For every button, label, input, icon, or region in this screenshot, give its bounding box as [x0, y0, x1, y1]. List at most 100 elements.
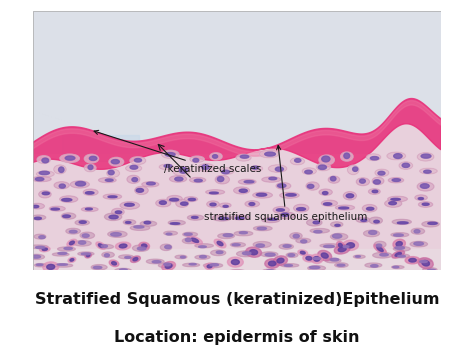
Ellipse shape	[64, 247, 73, 250]
Ellipse shape	[70, 181, 89, 188]
Ellipse shape	[60, 154, 79, 163]
Bar	[33, 249, 441, 270]
Ellipse shape	[165, 245, 171, 249]
Ellipse shape	[232, 244, 240, 246]
Ellipse shape	[360, 179, 365, 183]
Ellipse shape	[54, 264, 73, 267]
Ellipse shape	[402, 163, 410, 168]
Ellipse shape	[414, 242, 423, 245]
Ellipse shape	[319, 155, 334, 165]
Ellipse shape	[414, 230, 420, 233]
Ellipse shape	[284, 264, 292, 266]
Ellipse shape	[331, 222, 343, 227]
Ellipse shape	[418, 198, 423, 200]
Ellipse shape	[308, 257, 323, 262]
Ellipse shape	[273, 256, 288, 265]
Ellipse shape	[365, 263, 382, 267]
Ellipse shape	[28, 245, 48, 248]
Ellipse shape	[393, 247, 410, 251]
Ellipse shape	[28, 254, 45, 260]
Ellipse shape	[86, 254, 90, 257]
Ellipse shape	[392, 219, 411, 224]
Ellipse shape	[337, 264, 345, 266]
Ellipse shape	[66, 228, 81, 234]
Ellipse shape	[188, 198, 196, 201]
Ellipse shape	[83, 189, 98, 195]
Ellipse shape	[36, 246, 45, 248]
Ellipse shape	[366, 154, 381, 160]
Ellipse shape	[333, 234, 342, 238]
Ellipse shape	[293, 234, 299, 238]
Ellipse shape	[57, 264, 67, 265]
Ellipse shape	[91, 264, 107, 270]
Ellipse shape	[43, 262, 59, 272]
Ellipse shape	[111, 262, 117, 265]
Ellipse shape	[370, 157, 379, 160]
Ellipse shape	[59, 184, 65, 188]
Ellipse shape	[306, 182, 319, 190]
Ellipse shape	[111, 159, 119, 164]
Ellipse shape	[210, 192, 218, 194]
Ellipse shape	[335, 263, 348, 267]
Ellipse shape	[98, 245, 113, 249]
Ellipse shape	[422, 221, 439, 227]
Ellipse shape	[111, 233, 121, 236]
Ellipse shape	[219, 218, 228, 220]
Ellipse shape	[74, 241, 91, 246]
Ellipse shape	[281, 264, 299, 267]
Ellipse shape	[211, 250, 226, 256]
Ellipse shape	[164, 164, 172, 167]
Ellipse shape	[391, 198, 401, 200]
Ellipse shape	[32, 176, 51, 182]
Ellipse shape	[364, 230, 380, 237]
Ellipse shape	[277, 258, 284, 263]
Ellipse shape	[420, 184, 429, 188]
Ellipse shape	[253, 192, 272, 198]
Ellipse shape	[179, 167, 187, 173]
Ellipse shape	[262, 218, 280, 223]
Ellipse shape	[328, 176, 340, 183]
Ellipse shape	[313, 258, 320, 260]
Ellipse shape	[162, 262, 175, 271]
Ellipse shape	[275, 167, 283, 171]
Ellipse shape	[216, 251, 223, 253]
Ellipse shape	[305, 170, 312, 174]
Ellipse shape	[165, 153, 175, 156]
Ellipse shape	[290, 233, 302, 239]
Ellipse shape	[268, 261, 276, 266]
Ellipse shape	[134, 226, 144, 228]
Ellipse shape	[392, 266, 404, 268]
Ellipse shape	[164, 263, 171, 266]
Ellipse shape	[89, 156, 97, 160]
Ellipse shape	[393, 266, 399, 268]
Ellipse shape	[34, 217, 41, 219]
Ellipse shape	[336, 205, 355, 210]
Ellipse shape	[366, 207, 374, 210]
Ellipse shape	[321, 253, 328, 258]
Ellipse shape	[193, 158, 199, 162]
Ellipse shape	[253, 241, 271, 247]
Ellipse shape	[263, 269, 276, 272]
Ellipse shape	[372, 177, 384, 185]
Ellipse shape	[256, 244, 264, 247]
Ellipse shape	[294, 204, 309, 212]
Ellipse shape	[85, 192, 94, 194]
Ellipse shape	[298, 250, 308, 256]
Ellipse shape	[369, 217, 383, 224]
Ellipse shape	[108, 170, 114, 175]
Ellipse shape	[159, 164, 173, 169]
Ellipse shape	[58, 252, 67, 255]
Ellipse shape	[158, 263, 173, 268]
Ellipse shape	[104, 254, 109, 257]
Ellipse shape	[296, 238, 310, 243]
Ellipse shape	[330, 233, 348, 240]
Ellipse shape	[421, 154, 431, 158]
Ellipse shape	[212, 155, 218, 158]
Ellipse shape	[393, 234, 403, 236]
Ellipse shape	[265, 259, 280, 268]
Ellipse shape	[310, 254, 323, 263]
Ellipse shape	[182, 238, 197, 244]
Ellipse shape	[324, 245, 334, 247]
Ellipse shape	[388, 196, 407, 202]
Ellipse shape	[319, 189, 332, 195]
